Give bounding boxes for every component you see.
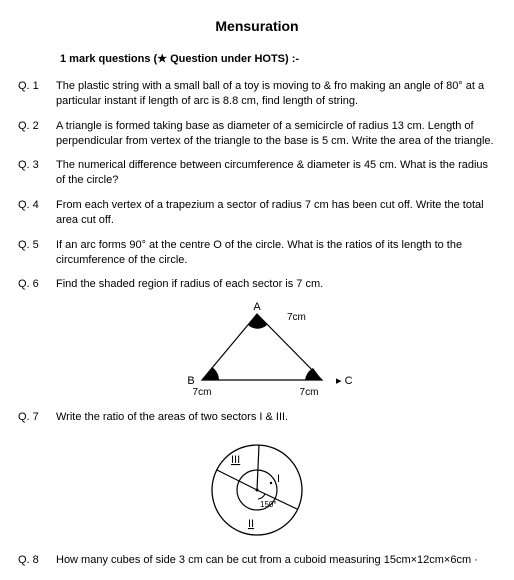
side-top-label: 7cm [287,312,306,323]
question-text: The numerical difference between circumf… [56,158,496,188]
sector-i-label: I [277,473,280,485]
vertex-b-label: B [187,375,194,387]
question-row: Q. 6 Find the shaded region if radius of… [18,277,496,292]
section-heading: 1 mark questions (★ Question under HOTS)… [60,52,496,65]
vertex-a-label: A [253,302,261,313]
vertex-c-label: ▸ C [336,375,353,387]
question-text: If an arc forms 90° at the centre O of t… [56,238,496,268]
sector-ii-label: II [248,518,254,530]
question-text: Find the shaded region if radius of each… [56,277,496,292]
question-text: From each vertex of a trapezium a sector… [56,198,496,228]
diagram-q7: I II III 150° [18,435,496,545]
question-row: Q. 4 From each vertex of a trapezium a s… [18,198,496,228]
question-number: Q. 3 [18,158,56,188]
sector-iii-label: III [231,454,240,466]
question-number: Q. 2 [18,119,56,149]
page-title: Mensuration [18,18,496,34]
question-number: Q. 8 [18,553,56,568]
question-number: Q. 7 [18,410,56,425]
triangle-diagram-svg: A B ▸ C 7cm 7cm 7cm [147,302,367,402]
question-row: Q. 1 The plastic string with a small bal… [18,79,496,109]
side-left-label: 7cm [193,387,212,398]
question-number: Q. 4 [18,198,56,228]
question-row: Q. 7 Write the ratio of the areas of two… [18,410,496,425]
question-row: Q. 5 If an arc forms 90° at the centre O… [18,238,496,268]
question-row: Q. 8 How many cubes of side 3 cm can be … [18,553,496,568]
question-text: How many cubes of side 3 cm can be cut f… [56,553,496,568]
diagram-q6: A B ▸ C 7cm 7cm 7cm [18,302,496,402]
question-text: The plastic string with a small ball of … [56,79,496,109]
question-row: Q. 3 The numerical difference between ci… [18,158,496,188]
side-right-label: 7cm [300,387,319,398]
question-number: Q. 5 [18,238,56,268]
question-text: Write the ratio of the areas of two sect… [56,410,496,425]
page: Mensuration 1 mark questions (★ Question… [0,0,514,580]
question-text: A triangle is formed taking base as diam… [56,119,496,149]
sector-angle-label: 150° [260,500,277,509]
question-number: Q. 6 [18,277,56,292]
question-number: Q. 1 [18,79,56,109]
question-row: Q. 2 A triangle is formed taking base as… [18,119,496,149]
circle-sectors-svg: I II III 150° [187,435,327,545]
